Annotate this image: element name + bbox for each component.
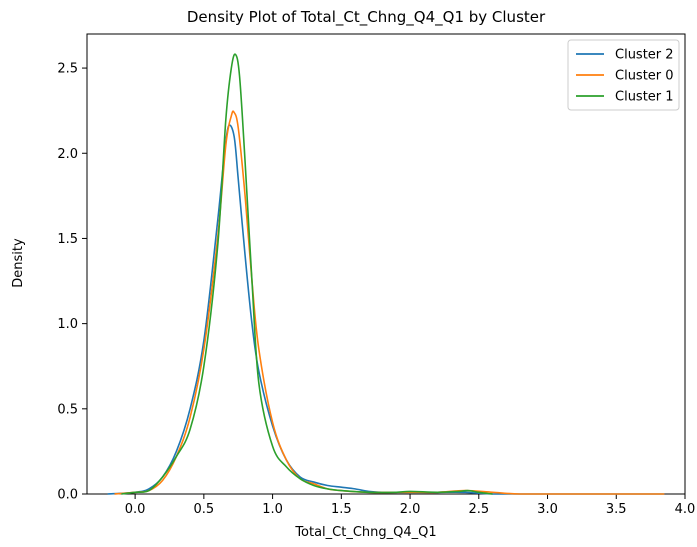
y-axis-label: Density (11, 238, 26, 288)
x-tick-label: 3.5 (606, 502, 627, 517)
y-tick-label: 1.5 (57, 232, 78, 247)
x-tick-label: 3.0 (537, 502, 558, 517)
y-tick-label: 2.5 (57, 62, 78, 77)
x-tick-label: 0.5 (194, 502, 215, 517)
legend-label: Cluster 0 (615, 69, 674, 84)
series-group (107, 53, 665, 495)
y-tick-label: 0.0 (57, 488, 78, 503)
x-tick-label: 0.0 (125, 502, 146, 517)
series-line-cluster-0 (114, 110, 665, 495)
x-tick-label: 4.0 (675, 502, 696, 517)
x-tick-label: 1.5 (331, 502, 352, 517)
legend-label: Cluster 1 (615, 90, 674, 105)
x-tick-label: 1.0 (262, 502, 283, 517)
y-axis: 0.0 0.5 1.0 1.5 2.0 2.5 (57, 62, 87, 503)
series-line-cluster-1 (121, 53, 493, 495)
plot-area (86, 33, 686, 495)
plot-frame (86, 33, 686, 495)
legend-box (567, 39, 680, 111)
y-tick-label: 0.5 (57, 402, 78, 417)
legend: Cluster 2 Cluster 0 Cluster 1 (567, 39, 680, 111)
series-line-cluster-2 (107, 124, 665, 495)
x-axis: 0.0 0.5 1.0 1.5 2.0 2.5 3.0 3.5 4.0 (125, 494, 696, 517)
x-tick-label: 2.5 (468, 502, 489, 517)
legend-label: Cluster 2 (615, 48, 674, 63)
x-tick-label: 2.0 (400, 502, 421, 517)
chart-title: Density Plot of Total_Ct_Chng_Q4_Q1 by C… (187, 8, 546, 27)
y-tick-label: 1.0 (57, 317, 78, 332)
x-axis-label: Total_Ct_Chng_Q4_Q1 (294, 525, 436, 540)
y-tick-label: 2.0 (57, 147, 78, 162)
